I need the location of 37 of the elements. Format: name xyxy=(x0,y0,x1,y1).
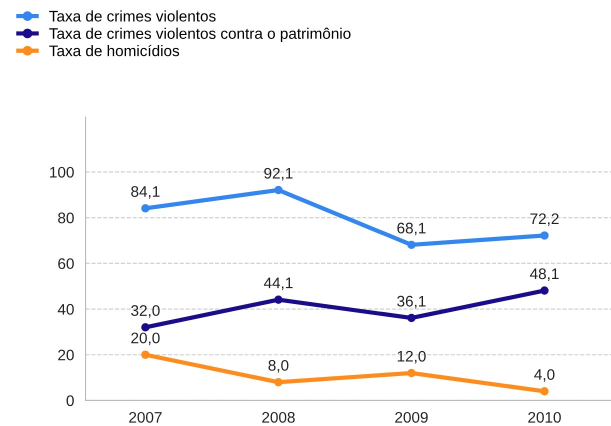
data-label: 12,0 xyxy=(398,350,426,364)
x-tick-label: 2007 xyxy=(129,412,162,423)
data-label: 8,0 xyxy=(268,360,288,373)
y-tick-label: 80 xyxy=(58,212,74,224)
data-label: 68,1 xyxy=(397,222,426,236)
point xyxy=(540,231,549,240)
point xyxy=(274,186,283,194)
y-tick-label: 100 xyxy=(50,166,74,178)
data-label: 20,0 xyxy=(131,332,160,346)
legend-label: Taxa de crimes violentos xyxy=(49,10,216,22)
x-tick-label: 2010 xyxy=(528,412,561,423)
point xyxy=(141,350,150,359)
point xyxy=(274,378,283,386)
point xyxy=(540,387,549,396)
data-label: 32,0 xyxy=(131,305,160,318)
point xyxy=(407,368,416,378)
data-label: 4,0 xyxy=(534,369,555,382)
data-label: 84,1 xyxy=(131,186,160,199)
legend-label: Taxa de homicídios xyxy=(49,44,180,56)
y-tick-label: 40 xyxy=(58,304,74,315)
point xyxy=(540,286,549,295)
y-tick-label: 0 xyxy=(66,395,74,406)
data-label: 48,1 xyxy=(530,268,559,281)
y-tick-label: 20 xyxy=(58,350,74,360)
data-label: 44,1 xyxy=(264,278,293,290)
data-label: 92,1 xyxy=(264,168,293,180)
point xyxy=(274,296,283,304)
point xyxy=(141,204,150,212)
x-tick-label: 2009 xyxy=(395,412,428,423)
y-tick-label: 60 xyxy=(58,258,74,270)
point xyxy=(141,323,150,332)
point xyxy=(407,314,416,322)
point xyxy=(407,240,416,250)
legend-label: Taxa de crimes violentos contra o patrimônio xyxy=(49,28,351,42)
data-label: 36,1 xyxy=(397,296,426,308)
x-tick-label: 2008 xyxy=(262,412,295,423)
data-label: 72,2 xyxy=(530,213,559,226)
